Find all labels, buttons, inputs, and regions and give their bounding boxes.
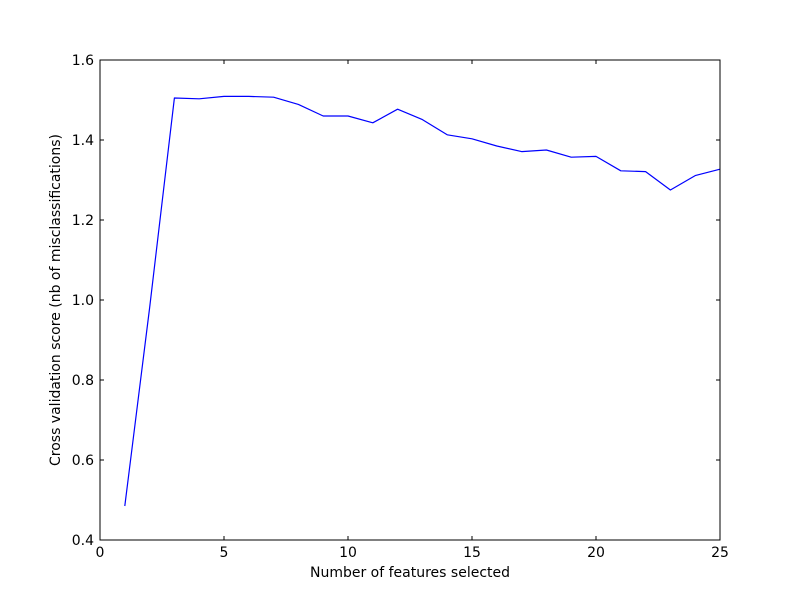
- x-tick-label: 25: [711, 545, 729, 561]
- series-layer: [124, 95, 721, 507]
- tick-labels: 0 5 10 15 20 25 0.4 0.6 0.8 1.0 1.2 1.4 1.6: [72, 53, 729, 561]
- series-line: [124, 95, 721, 507]
- y-tick-label: 0.8: [72, 373, 94, 389]
- plot-area: [100, 60, 720, 540]
- y-tick-label: 1.0: [72, 293, 94, 309]
- y-tick-label: 0.6: [72, 453, 94, 469]
- x-tick-label: 0: [96, 545, 105, 561]
- x-tick-label: 15: [463, 545, 481, 561]
- x-tick-label: 10: [339, 545, 357, 561]
- x-axis-label: Number of features selected: [310, 565, 510, 581]
- y-tick-label: 1.2: [72, 213, 94, 229]
- y-tick-label: 1.6: [72, 53, 94, 69]
- plot-frame: [99, 59, 721, 541]
- x-tick-label: 5: [220, 545, 229, 561]
- y-axis-label: Cross validation score (nb of misclassif…: [48, 134, 64, 466]
- x-tick-label: 20: [587, 545, 605, 561]
- y-tick-label: 1.4: [72, 133, 94, 149]
- y-tick-label: 0.4: [72, 533, 94, 549]
